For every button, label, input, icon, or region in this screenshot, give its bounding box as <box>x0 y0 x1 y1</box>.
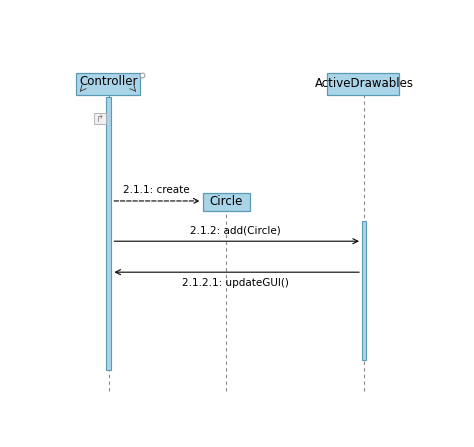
Bar <box>76 72 140 95</box>
Bar <box>362 220 366 360</box>
Text: 2.1.2: add(Circle): 2.1.2: add(Circle) <box>190 225 281 235</box>
Text: Circle: Circle <box>210 195 243 208</box>
Bar <box>328 72 399 95</box>
Text: ↱: ↱ <box>96 114 104 124</box>
Text: 2.1.1: create: 2.1.1: create <box>123 185 190 195</box>
Bar <box>106 97 111 370</box>
Bar <box>202 193 250 211</box>
Text: ActiveDrawables: ActiveDrawables <box>315 77 414 90</box>
Text: Controller: Controller <box>80 76 138 89</box>
Text: 2.1.2.1: updateGUI(): 2.1.2.1: updateGUI() <box>182 278 289 288</box>
Bar <box>94 113 106 124</box>
